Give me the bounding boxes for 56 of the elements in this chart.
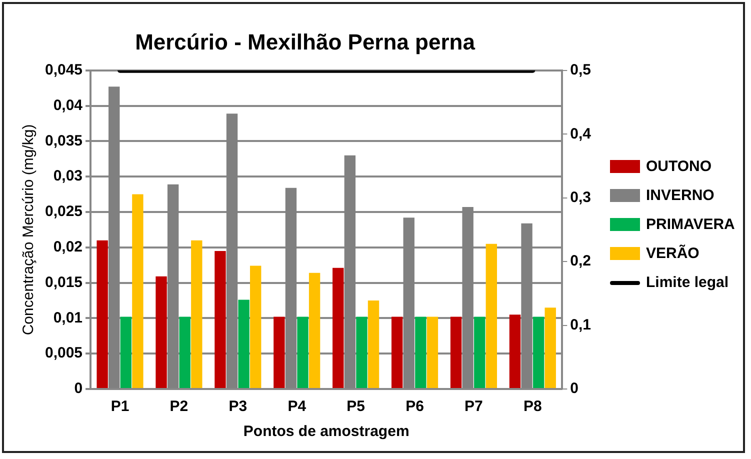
bar bbox=[509, 314, 521, 388]
chart-title: Mercúrio - Mexilhão Perna perna bbox=[135, 29, 476, 54]
y-tick-label: 0,015 bbox=[44, 274, 83, 291]
y-tick-label: 0,035 bbox=[44, 132, 83, 150]
y-tick-label: 0,025 bbox=[44, 203, 83, 220]
bar bbox=[391, 316, 403, 388]
x-tick-label: P1 bbox=[110, 398, 130, 416]
y-tick-label: 0,045 bbox=[44, 62, 83, 79]
y-tick-label: 0,005 bbox=[44, 344, 83, 362]
legend-label: OUTONO bbox=[646, 158, 712, 175]
legend-label: Limite legal bbox=[646, 274, 729, 291]
x-tick-label: P3 bbox=[228, 398, 248, 416]
bar bbox=[486, 244, 498, 388]
bar bbox=[191, 240, 202, 388]
legend-label: INVERNO bbox=[646, 187, 714, 204]
y2-tick-label: 0,4 bbox=[570, 125, 592, 142]
y-axis-title: Concentração Mercúrio (mg/kg) bbox=[20, 124, 38, 336]
bar bbox=[544, 308, 556, 388]
bar bbox=[368, 300, 380, 388]
bar bbox=[474, 316, 486, 388]
x-tick-label: P8 bbox=[523, 398, 542, 416]
bar bbox=[332, 268, 344, 388]
y2-tick-label: 0,3 bbox=[570, 188, 592, 206]
y2-tick-label: 0,1 bbox=[570, 316, 592, 334]
bar bbox=[132, 194, 144, 388]
bar bbox=[532, 316, 544, 388]
bar bbox=[415, 316, 426, 388]
bar bbox=[156, 276, 167, 388]
y-tick-label: 0,01 bbox=[53, 309, 83, 326]
x-tick-label: P4 bbox=[288, 398, 307, 416]
x-tick-label: P7 bbox=[464, 398, 483, 416]
bar bbox=[356, 316, 368, 388]
x-tick-label: P5 bbox=[346, 398, 365, 416]
bar bbox=[238, 300, 250, 388]
y-tick-label: 0,04 bbox=[53, 96, 84, 114]
legend-label: VERÃO bbox=[646, 245, 700, 262]
y2-tick-label: 0,2 bbox=[570, 252, 592, 270]
x-tick-label: P6 bbox=[406, 398, 424, 416]
y2-tick-label: 0 bbox=[570, 380, 578, 398]
y-tick-label: 0,03 bbox=[53, 168, 83, 185]
bar bbox=[120, 316, 132, 388]
bar bbox=[214, 250, 226, 388]
x-tick-label: P2 bbox=[170, 398, 188, 416]
bar bbox=[96, 240, 108, 388]
y-tick-label: 0,02 bbox=[53, 238, 83, 256]
bar bbox=[426, 316, 438, 388]
x-axis-title: Pontos de amostragem bbox=[243, 423, 410, 440]
bar bbox=[274, 316, 285, 388]
bar bbox=[450, 316, 462, 388]
legend-label: PRIMAVERA bbox=[646, 216, 735, 233]
y-tick-label: 0 bbox=[74, 380, 83, 398]
y2-tick-label: 0,5 bbox=[570, 62, 592, 79]
bar bbox=[308, 272, 320, 388]
bar bbox=[179, 316, 190, 388]
bar bbox=[297, 316, 308, 388]
bar bbox=[250, 266, 262, 388]
